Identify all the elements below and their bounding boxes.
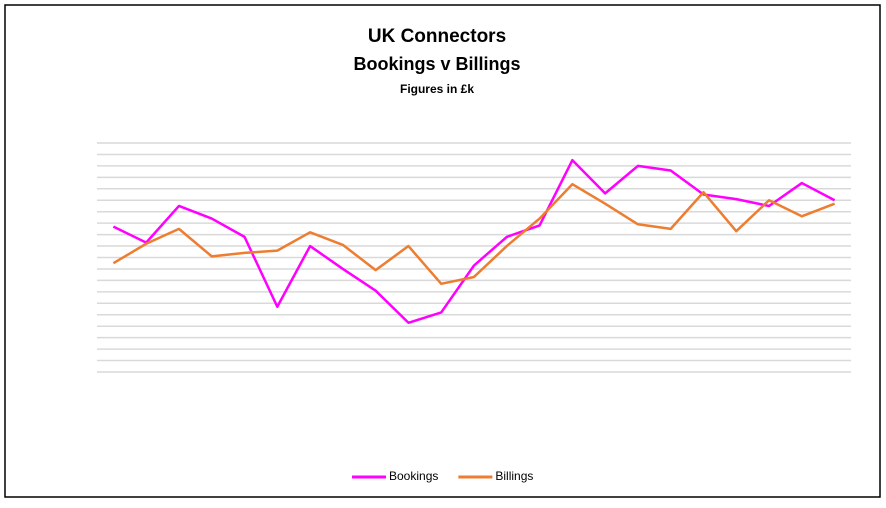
chart-frame	[4, 4, 881, 498]
series-line	[112, 158, 836, 325]
chart-subtitle: Bookings v Billings	[353, 54, 520, 74]
legend-label: Bookings	[389, 469, 438, 483]
series-line	[112, 182, 836, 286]
chart-note: Figures in £k	[400, 82, 474, 96]
chart-title: UK Connectors	[368, 26, 506, 47]
legend-label: Billings	[495, 469, 533, 483]
